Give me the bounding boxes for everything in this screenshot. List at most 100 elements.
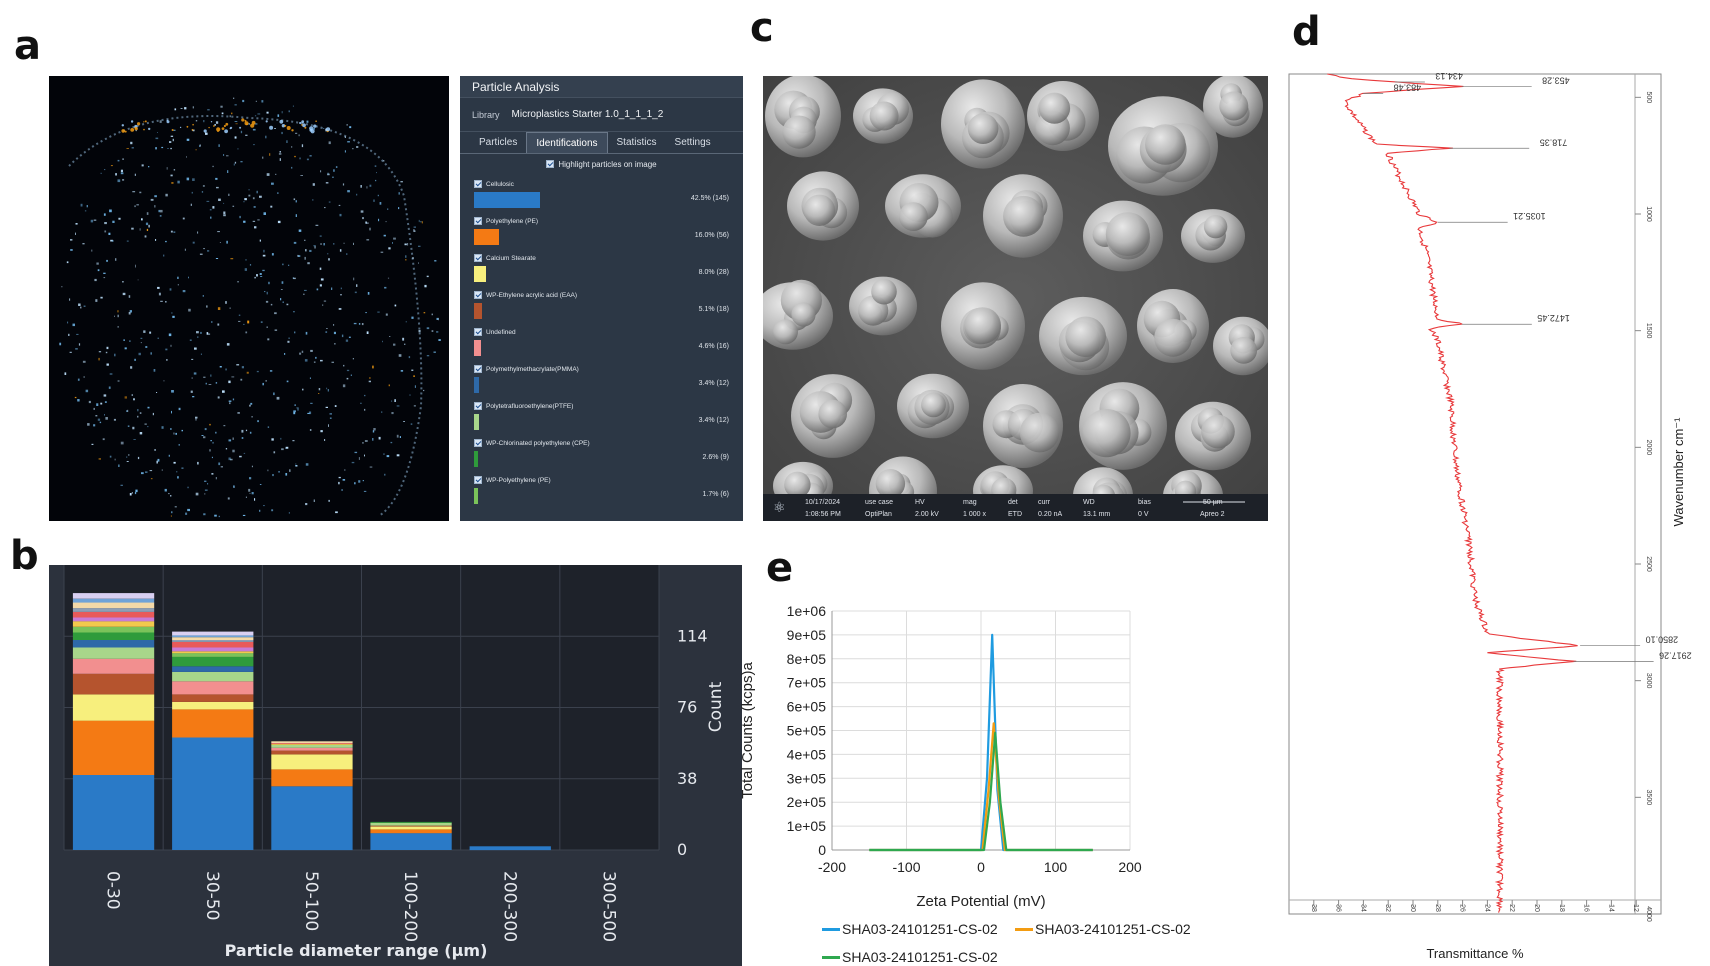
particle-dot (173, 169, 176, 171)
particle-dot (398, 192, 400, 195)
identification-item[interactable]: WP-Chlorinated polyethylene (CPE) 2.6% (9… (474, 437, 731, 474)
particle-dot (194, 347, 197, 350)
particle-dot (339, 249, 342, 252)
particle-dot (254, 115, 257, 117)
identification-name-row: Undefined (474, 326, 731, 338)
particle-dot (221, 127, 225, 130)
particle-dot (389, 336, 391, 337)
particle-dot (91, 249, 93, 252)
particle-dot (209, 449, 211, 452)
identification-checkbox[interactable] (474, 254, 482, 262)
identification-item[interactable]: Polytetrafluoroethylene(PTFE) 3.4% (12) (474, 400, 731, 437)
particle-dot (296, 407, 299, 409)
tab-statistics[interactable]: Statistics (616, 137, 657, 148)
identification-name-row: Polymethylmethacrylate(PMMA) (474, 363, 731, 375)
particle-dot (105, 351, 108, 354)
particle-dot (117, 326, 119, 328)
particle-dot (302, 123, 306, 128)
particle-dot (239, 215, 241, 219)
identification-checkbox[interactable] (474, 365, 482, 373)
identification-item[interactable]: Undefined 4.6% (16) (474, 326, 731, 363)
particle-dot (242, 99, 245, 103)
particle-dot (385, 313, 388, 316)
particle-dot (333, 324, 335, 326)
particle-dot (281, 131, 283, 135)
identification-checkbox[interactable] (474, 402, 482, 410)
identification-item[interactable]: Cellulosic 42.5% (145) (474, 178, 731, 215)
sem-mag-label: mag (963, 499, 977, 506)
particle-dot (134, 358, 136, 361)
identification-bar (474, 192, 540, 208)
identification-checkbox[interactable] (474, 328, 482, 336)
particle-dot (150, 352, 152, 355)
particle-dot (154, 449, 156, 451)
particle-dot (313, 124, 317, 128)
library-select[interactable]: Microplastics Starter 1.0_1_1_1_2 (511, 109, 664, 120)
particle-dot (372, 365, 374, 369)
panel-label-c: c (750, 5, 774, 51)
particle-dot (104, 169, 106, 171)
particle-dot (356, 146, 359, 148)
transmittance-tick-label: 20 (1533, 904, 1540, 912)
particle-dot (325, 182, 329, 184)
tab-settings[interactable]: Settings (674, 137, 711, 148)
highlight-particles-checkbox[interactable] (546, 160, 555, 168)
particle-dot (130, 366, 133, 369)
particle-dot (223, 124, 226, 128)
identification-name-row: WP-Chlorinated polyethylene (CPE) (474, 437, 731, 449)
particle-dot (96, 403, 99, 406)
tab-identifications[interactable]: Identifications (526, 132, 608, 153)
identification-checkbox[interactable] (474, 180, 482, 188)
particle-dot (282, 301, 284, 303)
identification-checkbox[interactable] (474, 291, 482, 299)
particle-dot (243, 220, 246, 223)
particle-dot (140, 337, 143, 339)
legend-label-2: SHA03-24101251-CS-02 (1035, 921, 1191, 937)
particle-dot (161, 146, 164, 149)
particle-dot (281, 281, 284, 284)
particle-dot (265, 380, 267, 382)
particle-dot (404, 243, 407, 246)
particle-dot (196, 331, 199, 334)
particle-dot (95, 299, 98, 302)
particle-dot (396, 405, 400, 407)
particle-dot (396, 454, 400, 457)
particle-dot (375, 179, 377, 182)
particle-dot (147, 406, 150, 409)
particle-dot (295, 200, 297, 203)
tab-particles[interactable]: Particles (479, 137, 518, 148)
particle-dot (131, 492, 133, 494)
particle-dot (176, 471, 178, 473)
particle-dot (131, 394, 133, 396)
particle-dot (182, 290, 186, 293)
identification-checkbox[interactable] (474, 439, 482, 447)
identification-checkbox[interactable] (474, 217, 482, 225)
identification-item[interactable]: Polyethylene (PE) 16.0% (56) (474, 215, 731, 252)
particle-dot (304, 289, 307, 291)
particle-dot (223, 214, 226, 217)
x-axis-label: Zeta Potential (mV) (916, 893, 1045, 910)
particle-dot (267, 338, 270, 341)
legend-item-series-3: SHA03-24101251-CS-02 (822, 949, 998, 965)
particle-dot (224, 129, 229, 134)
particle-dot (120, 169, 123, 173)
bar-segment (172, 694, 254, 702)
particle-dot (114, 458, 116, 461)
particle-dot (163, 380, 165, 382)
particle-dot (342, 384, 346, 388)
particle-dot (86, 205, 88, 208)
particle-dot (413, 375, 415, 377)
particle-dot (193, 130, 195, 132)
identification-checkbox[interactable] (474, 476, 482, 484)
identification-item[interactable]: Polymethylmethacrylate(PMMA) 3.4% (12) (474, 363, 731, 400)
particle-dot (168, 333, 172, 337)
identification-item[interactable]: Calcium Stearate 8.0% (28) (474, 252, 731, 289)
identification-item[interactable]: WP-Ethylene acrylic acid (EAA) 5.1% (18) (474, 289, 731, 326)
particle-dot (203, 436, 206, 439)
particle-dot (274, 312, 277, 315)
particle-dot (262, 269, 265, 272)
particle-dot (143, 121, 145, 123)
identification-item[interactable]: WP-Polyethylene (PE) 1.7% (6) (474, 474, 731, 511)
particle-dot (418, 245, 421, 247)
particle-dot (103, 394, 107, 397)
